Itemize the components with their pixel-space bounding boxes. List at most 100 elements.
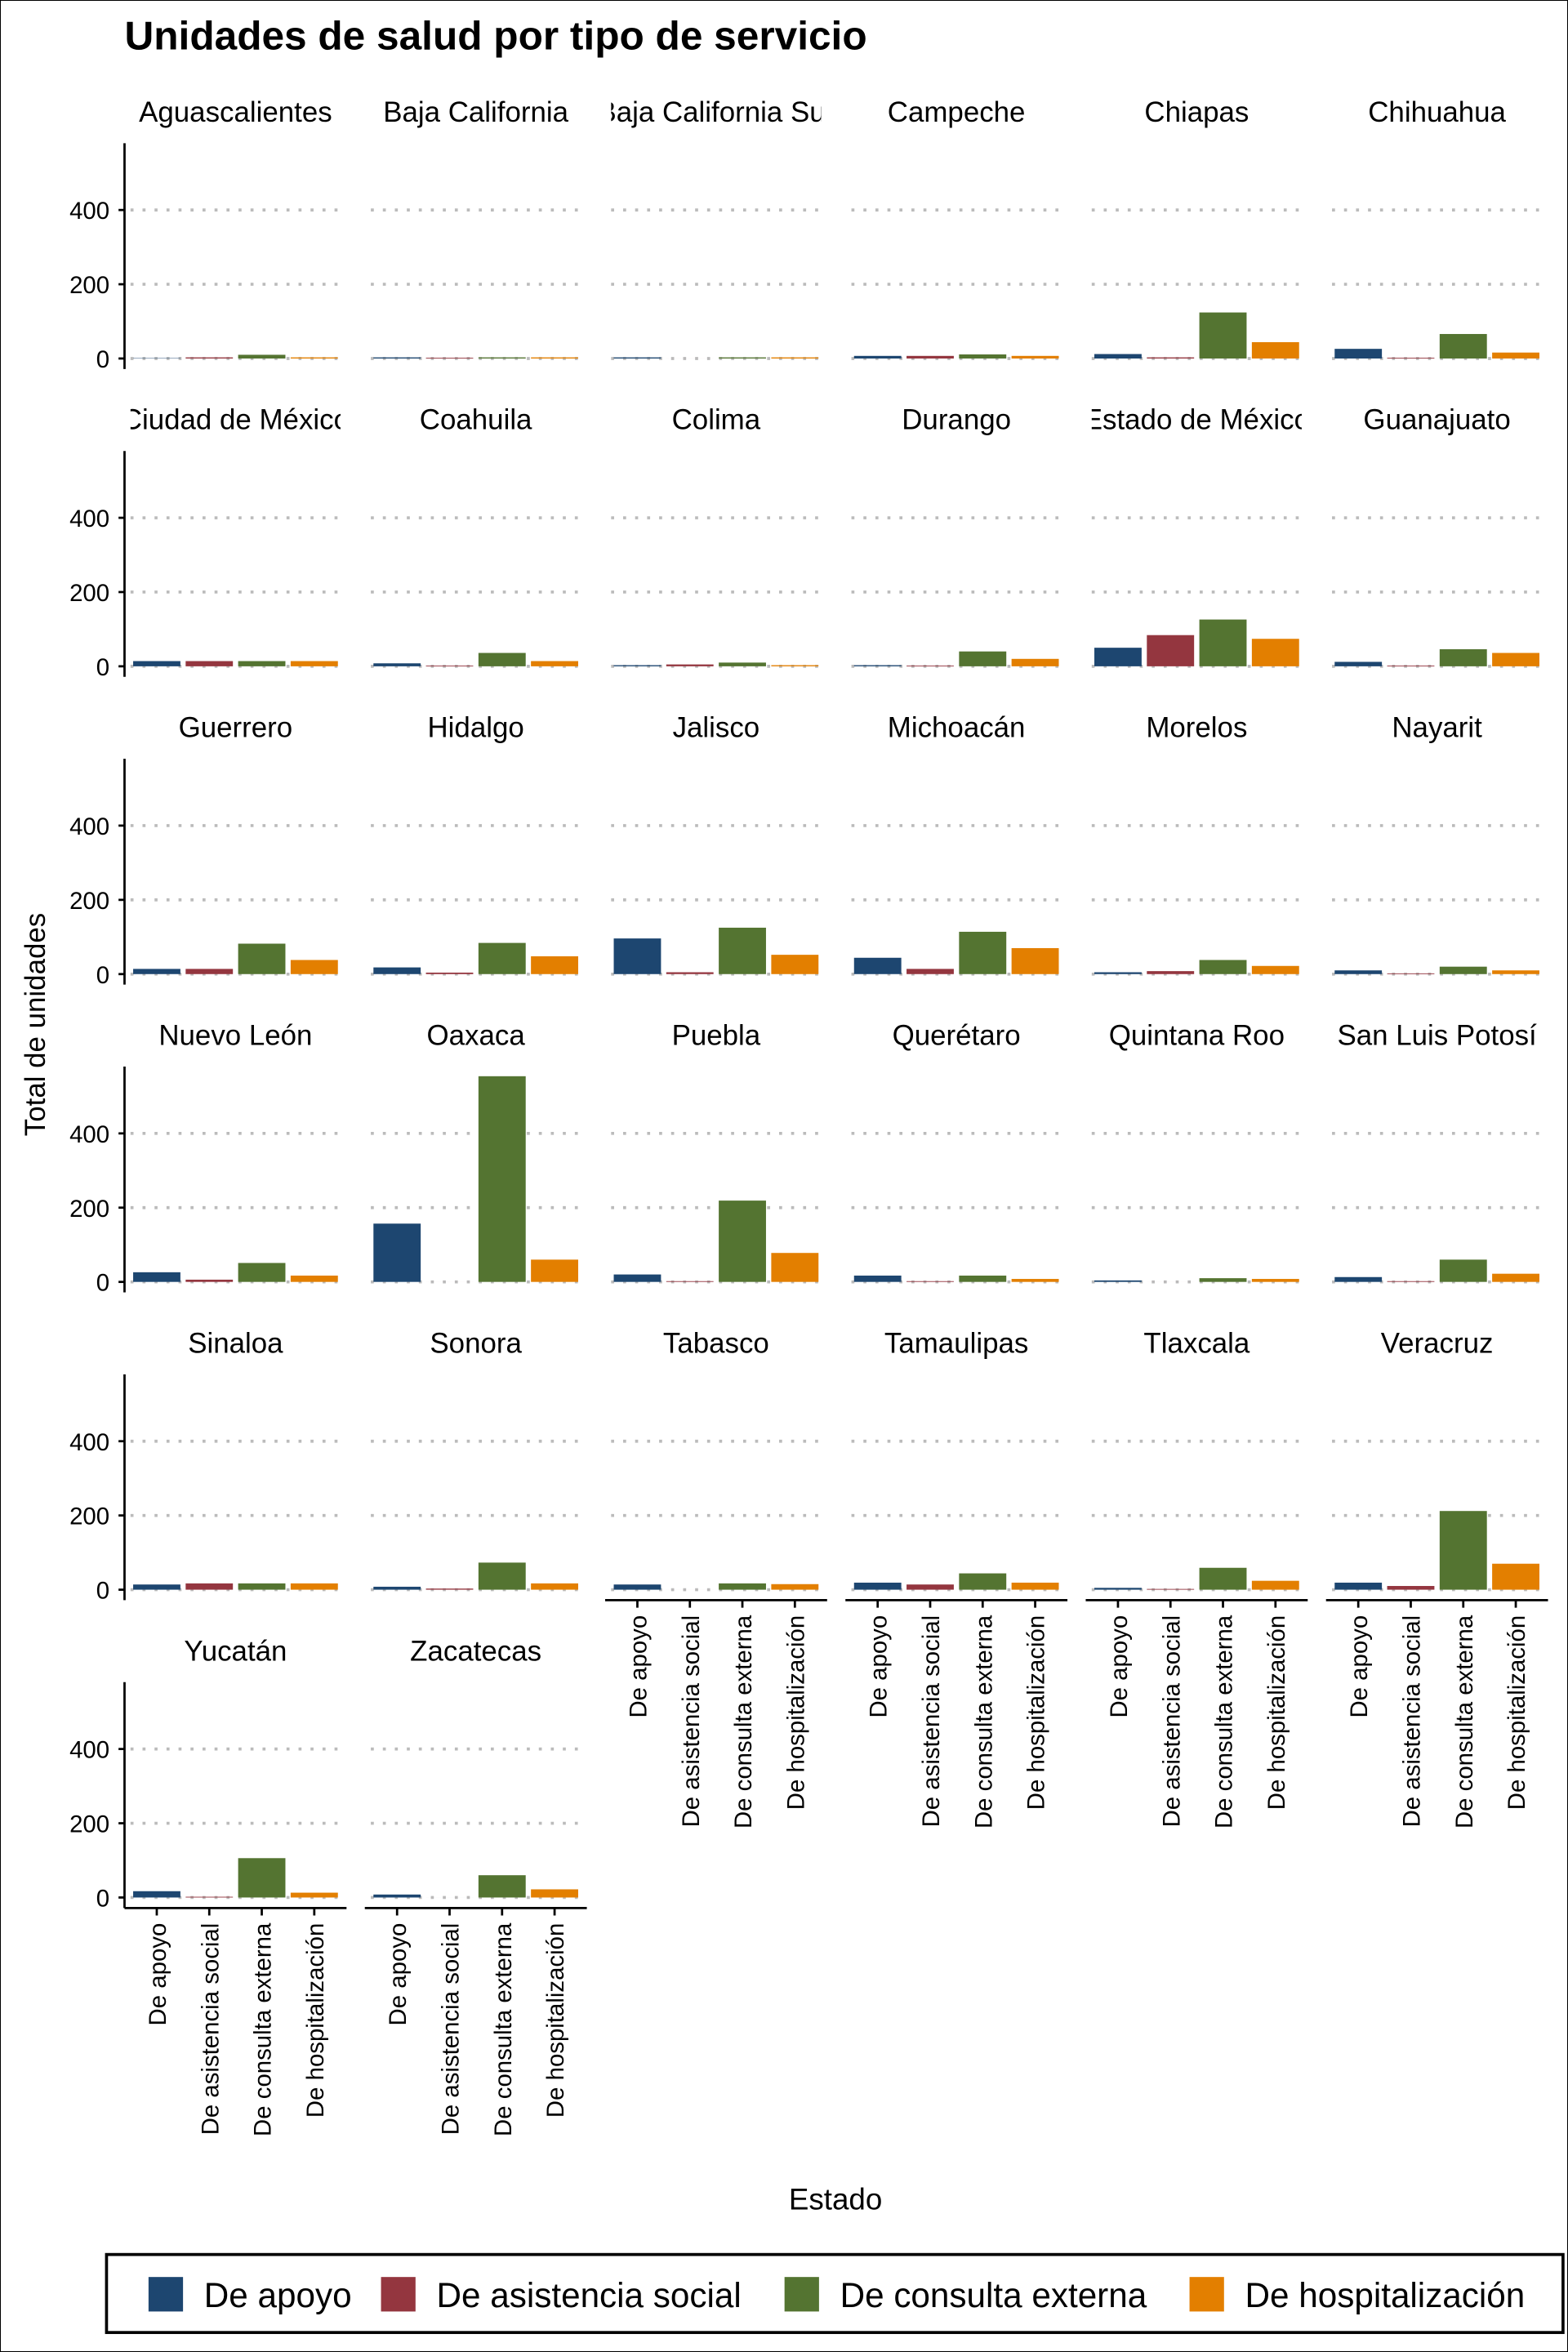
legend-key-de-hospitalización (1189, 2277, 1224, 2312)
bar-de-asistencia-social (185, 661, 234, 666)
bar-de-apoyo (1094, 648, 1142, 666)
bar-de-hospitalización (771, 955, 819, 974)
legend-key-de-asistencia-social (381, 2277, 416, 2312)
x-tick-label: De apoyo (1346, 1615, 1373, 1718)
legend-box (105, 2252, 1565, 2334)
bar-de-consulta-externa (719, 1200, 766, 1282)
bar-de-consulta-externa (1199, 1278, 1247, 1282)
bar-de-hospitalización (290, 960, 338, 974)
bar-de-hospitalización (1011, 658, 1059, 666)
y-tick-label: 200 (69, 888, 109, 915)
bar-de-apoyo (613, 1584, 662, 1590)
bar-de-asistencia-social (1387, 358, 1435, 359)
x-tick-label: De apoyo (1106, 1615, 1133, 1718)
facet-panel: Estado de México (1091, 404, 1302, 668)
bar-de-hospitalización (531, 1583, 578, 1590)
bar-de-apoyo (1334, 970, 1383, 974)
bar-de-apoyo (1094, 1588, 1142, 1590)
facet-panel: Guanajuato (1332, 404, 1543, 668)
bar-de-hospitalización (1011, 1582, 1059, 1590)
facet-panel: Durango (851, 404, 1062, 668)
bar-de-asistencia-social (906, 355, 954, 359)
bar-de-asistencia-social (666, 972, 714, 974)
facet-panel: Colima (611, 404, 822, 668)
bar-de-consulta-externa (1439, 1259, 1487, 1282)
chart-title: Unidades de salud por tipo de servicio (124, 13, 866, 59)
bar-de-consulta-externa (959, 651, 1007, 666)
bar-de-hospitalización (531, 357, 578, 359)
legend-label: De apoyo (204, 2276, 352, 2314)
facet-panel: Querétaro (851, 1019, 1062, 1284)
bar-de-apoyo (373, 357, 421, 359)
bar-de-asistencia-social (666, 1281, 714, 1282)
bar-de-asistencia-social (425, 358, 474, 359)
x-tick-label: De consulta externa (1451, 1615, 1478, 1829)
facet-panel: Michoacán (851, 712, 1062, 976)
bar-de-apoyo (1334, 1276, 1383, 1282)
facet-strip-label: Morelos (1146, 712, 1247, 744)
facet-strip-label: Chihuahua (1368, 96, 1506, 128)
y-tick-label: 200 (69, 1503, 109, 1530)
facet-panel: Coahuila (371, 404, 581, 668)
legend-label: De consulta externa (840, 2276, 1147, 2314)
facet-panel: Jalisco (611, 712, 822, 976)
y-tick-label: 400 (69, 1737, 109, 1764)
facet-panel: Hidalgo (371, 712, 581, 976)
facet-strip-label: Puebla (672, 1019, 761, 1051)
bar-de-hospitalización (290, 1275, 338, 1282)
bar-de-asistencia-social (1387, 1586, 1435, 1590)
x-tick-label: De consulta externa (970, 1615, 997, 1829)
bar-de-hospitalización (1251, 341, 1299, 359)
facet-strip-label: Baja California (383, 96, 568, 128)
y-tick-label: 0 (96, 1885, 109, 1912)
facet-panel: Nayarit (1332, 712, 1543, 976)
facet-panel: Puebla (611, 1019, 822, 1284)
bar-de-consulta-externa (719, 927, 766, 974)
bar-de-asistencia-social (906, 969, 954, 974)
bar-de-hospitalización (531, 661, 578, 666)
bar-de-consulta-externa (478, 357, 526, 359)
bar-de-asistencia-social (1147, 971, 1195, 974)
y-tick-label: 0 (96, 1270, 109, 1297)
bar-de-consulta-externa (1199, 619, 1247, 666)
bar-de-consulta-externa (959, 1573, 1007, 1590)
x-tick-label: De consulta externa (730, 1615, 757, 1829)
bar-de-consulta-externa (238, 1583, 286, 1590)
facet-panel: Ciudad de México 0 200 400 (69, 404, 350, 681)
bar-de-hospitalización (290, 357, 338, 359)
bar-de-hospitalización (1492, 1273, 1539, 1282)
bar-de-asistencia-social (666, 664, 714, 666)
facet-strip-label: Zacatecas (410, 1635, 541, 1667)
x-tick-label: De asistencia social (1158, 1615, 1185, 1828)
bar-de-hospitalización (771, 1584, 819, 1590)
facet-strip-label: Ciudad de México (122, 404, 350, 436)
x-tick-label: De hospitalización (1263, 1615, 1290, 1810)
facet-panel: Tabasco De apoyo De asistencia social De co… (604, 1327, 827, 1829)
bar-de-apoyo (133, 969, 180, 974)
bar-de-hospitalización (290, 1892, 338, 1898)
y-tick-label: 0 (96, 346, 109, 373)
bar-de-consulta-externa (719, 662, 766, 666)
facet-strip-label: Sinaloa (188, 1327, 283, 1359)
y-tick-label: 0 (96, 1578, 109, 1605)
facet-strip-label: Sonora (430, 1327, 522, 1359)
facet-strip-label: Tamaulipas (884, 1327, 1028, 1359)
legend-label: De hospitalización (1245, 2276, 1526, 2314)
facet-panel: Aguascalientes 0 200 400 (69, 96, 341, 373)
x-tick-label: De consulta externa (490, 1922, 517, 2136)
bar-de-apoyo (1094, 354, 1142, 359)
x-tick-label: De asistencia social (197, 1923, 224, 2136)
facet-panel: Tlaxcala De apoyo De asistencia social De c… (1085, 1327, 1308, 1829)
bar-de-apoyo (1094, 1280, 1142, 1282)
legend: De apoyo De asistencia social De consulta … (105, 2252, 1565, 2334)
bar-de-apoyo (133, 1584, 180, 1590)
bar-de-apoyo (133, 661, 180, 666)
bar-de-hospitalización (531, 956, 578, 974)
facet-strip-label: Veracruz (1381, 1327, 1494, 1359)
bar-de-asistencia-social (906, 1584, 954, 1590)
facet-panel: Sinaloa 0 200 400 (69, 1327, 341, 1605)
bar-de-apoyo (133, 1891, 180, 1898)
bar-de-asistencia-social (185, 969, 234, 974)
bar-de-apoyo (853, 957, 902, 974)
bar-de-apoyo (373, 967, 421, 974)
